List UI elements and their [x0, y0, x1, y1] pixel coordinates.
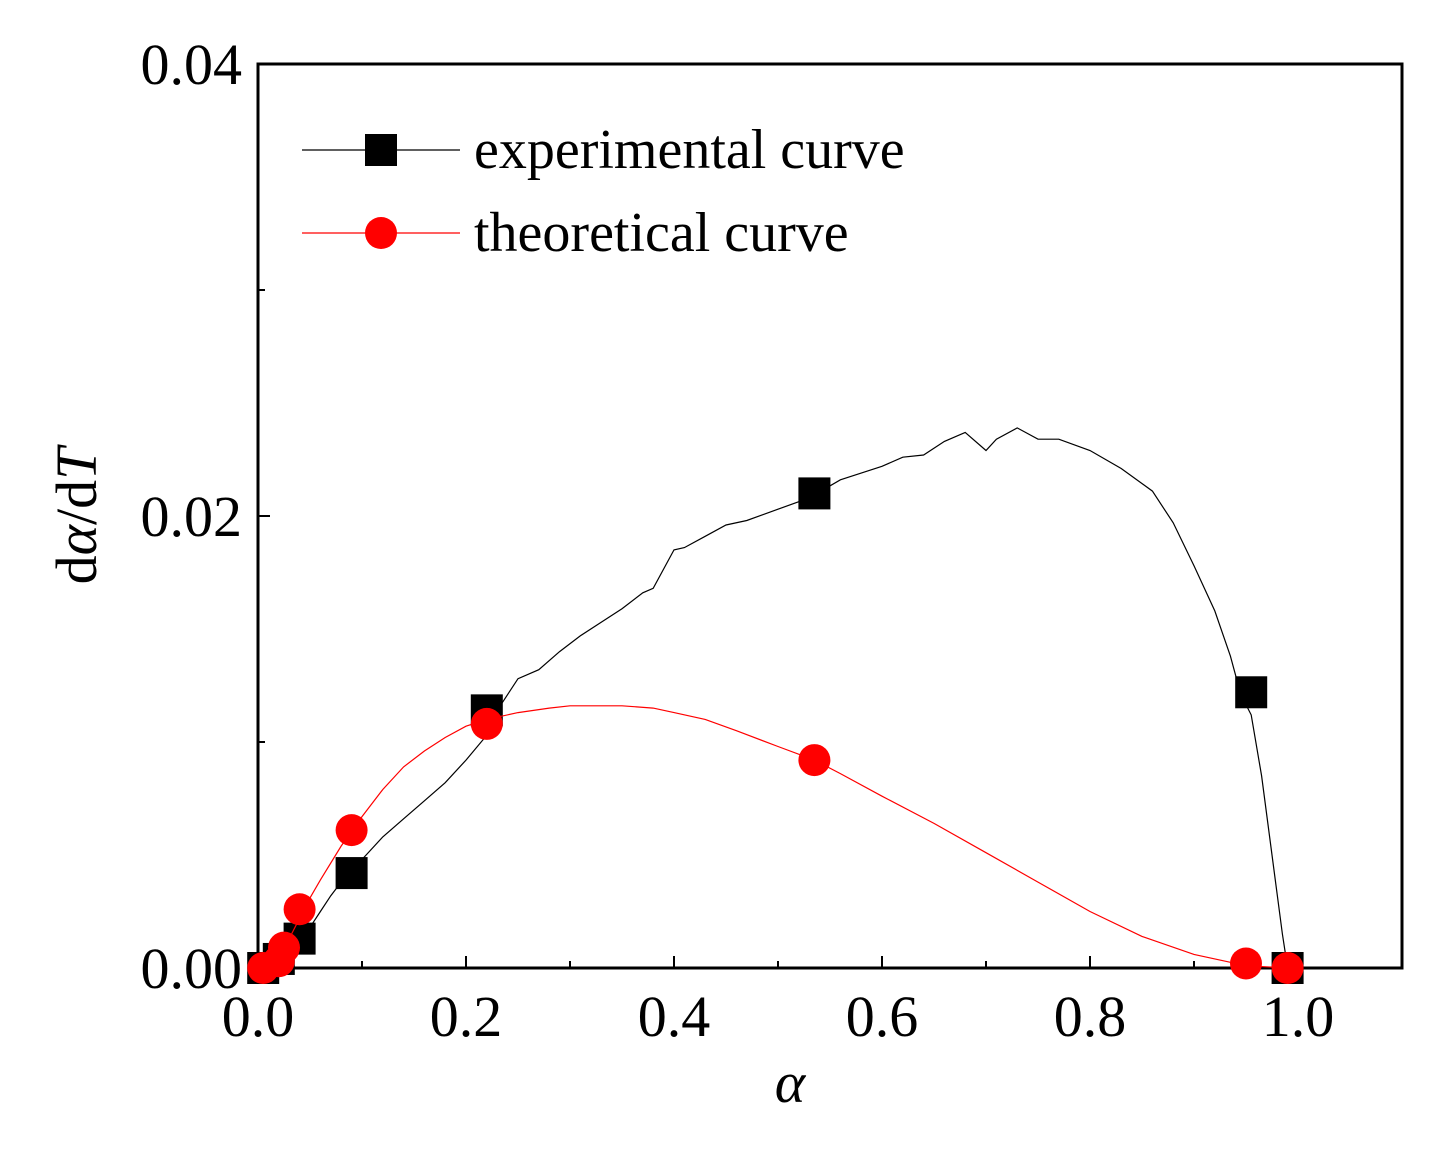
- y-tick-label: 0.00: [141, 936, 243, 1001]
- series-line: [257, 705, 1288, 969]
- data-point: [1271, 952, 1304, 984]
- x-tick-label: 0.0: [222, 984, 295, 1049]
- data-point: [798, 477, 831, 510]
- y-axis-title: dα/dT: [44, 444, 109, 585]
- data-point: [335, 857, 368, 890]
- data-point: [1235, 676, 1268, 709]
- legend-marker: [365, 134, 397, 166]
- series-experimental: [247, 427, 1304, 984]
- data-point: [268, 931, 300, 964]
- x-axis-title: α: [775, 1050, 807, 1115]
- data-point: [335, 814, 368, 847]
- data-point: [283, 893, 316, 926]
- series-layer: [247, 427, 1304, 984]
- y-tick-label: 0.02: [141, 484, 243, 549]
- x-tick-label: 0.2: [430, 984, 503, 1049]
- ticks-layer: 0.0 0.2 0.4 0.6 0.8 1.0 0.00 0.02 0.04: [141, 32, 1403, 1049]
- plot-frame: [256, 62, 1404, 970]
- x-tick-label: 1.0: [1262, 984, 1335, 1049]
- y-tick-label: 0.04: [141, 32, 243, 97]
- data-point: [798, 744, 831, 777]
- legend-item: experimental curve: [302, 119, 905, 181]
- legend-item: theoretical curve: [302, 202, 849, 264]
- data-point: [470, 707, 503, 740]
- x-tick-label: 0.8: [1054, 984, 1127, 1049]
- x-tick-label: 0.6: [846, 984, 919, 1049]
- series-line: [258, 427, 1289, 969]
- legend-marker: [365, 217, 397, 249]
- x-tick-label: 0.4: [638, 984, 711, 1049]
- legend-label: experimental curve: [474, 119, 905, 181]
- legend: experimental curve theoretical curve: [302, 119, 905, 264]
- legend-label: theoretical curve: [474, 202, 849, 264]
- series-theoretical: [247, 705, 1304, 984]
- data-point: [1230, 947, 1262, 980]
